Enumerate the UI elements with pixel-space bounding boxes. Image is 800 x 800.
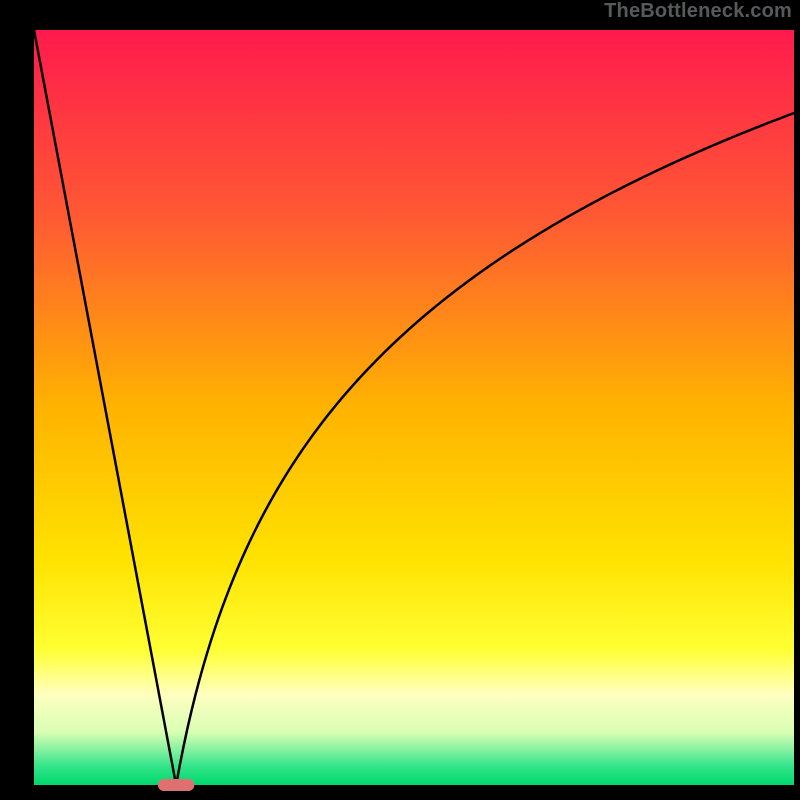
chart-plot-area [34,30,794,785]
dip-marker [158,779,194,791]
bottleneck-chart [0,0,800,800]
attribution-text: TheBottleneck.com [604,0,792,23]
